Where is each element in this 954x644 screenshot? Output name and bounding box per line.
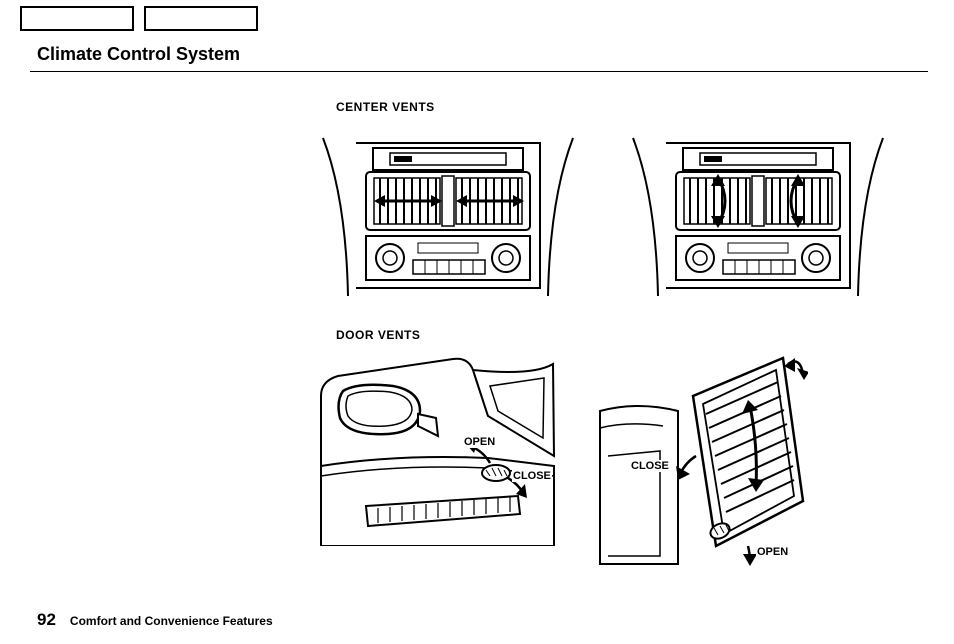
door-vent-left-icon [318,356,558,546]
page-title: Climate Control System [37,44,240,65]
door-vent-figure-right: CLOSE OPEN [598,356,808,566]
title-underline [30,71,928,72]
center-vents-label: CENTER VENTS [336,100,918,114]
door-vents-label: DOOR VENTS [336,328,918,342]
close-label-2: CLOSE [630,460,670,472]
close-label: CLOSE [512,470,552,482]
center-vent-figure-left [318,128,578,298]
content-area: CENTER VENTS [318,100,918,596]
center-vents-figures [318,128,918,298]
placeholder-box-2 [144,6,258,31]
door-vent-figure-left: OPEN CLOSE [318,356,558,546]
door-vents-figures: OPEN CLOSE [318,356,918,566]
center-vent-right-icon [628,128,888,298]
open-label-2: OPEN [756,546,789,558]
placeholder-box-1 [20,6,134,31]
page-number: 92 [37,610,56,630]
footer-text: Comfort and Convenience Features [70,614,273,628]
top-placeholder-boxes [20,6,258,31]
open-label: OPEN [463,436,496,448]
page-footer: 92 Comfort and Convenience Features [37,610,273,630]
center-vent-figure-right [628,128,888,298]
center-vent-left-icon [318,128,578,298]
